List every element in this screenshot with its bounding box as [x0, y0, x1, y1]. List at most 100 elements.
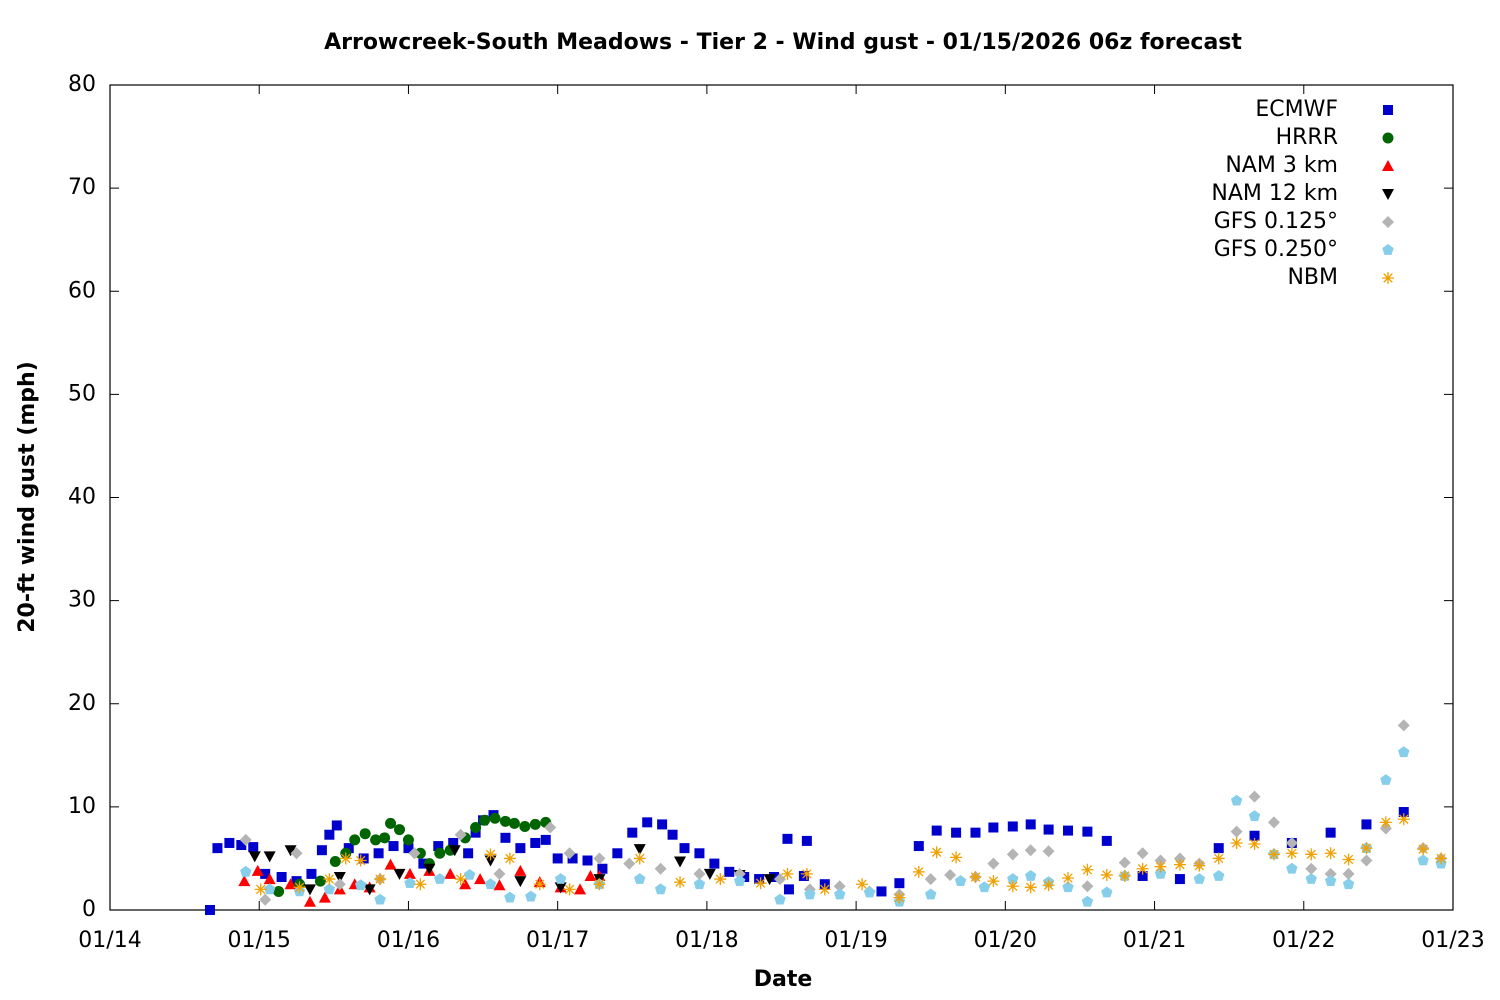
marker — [343, 843, 354, 854]
marker — [987, 857, 1000, 870]
marker — [1398, 807, 1409, 818]
marker — [525, 890, 537, 902]
marker — [1154, 860, 1167, 873]
marker — [1248, 810, 1261, 822]
marker — [331, 820, 342, 831]
marker — [404, 877, 416, 889]
marker — [1305, 873, 1317, 884]
marker — [709, 858, 720, 869]
x-tick-label: 01/22 — [1272, 928, 1335, 953]
marker — [657, 819, 668, 830]
marker — [358, 853, 369, 864]
marker — [1062, 872, 1075, 885]
marker — [674, 856, 687, 868]
marker — [1118, 856, 1131, 869]
marker — [238, 875, 251, 887]
marker — [316, 845, 327, 856]
marker — [574, 883, 587, 895]
marker — [1007, 821, 1018, 832]
y-tick-label: 50 — [68, 381, 96, 406]
marker — [863, 886, 876, 898]
marker — [988, 822, 999, 833]
marker — [693, 878, 706, 890]
marker — [1193, 859, 1206, 872]
marker — [484, 855, 497, 867]
marker — [284, 845, 297, 857]
marker — [1397, 719, 1410, 732]
marker — [276, 872, 287, 882]
legend-label: NBM — [1287, 265, 1338, 290]
marker — [1212, 852, 1225, 865]
x-tick-label: 01/20 — [974, 928, 1037, 953]
marker — [693, 867, 706, 880]
marker — [987, 875, 1000, 888]
marker — [433, 841, 444, 852]
marker — [954, 875, 967, 886]
chart-title: Arrowcreek-South Meadows - Tier 2 - Wind… — [324, 30, 1242, 55]
marker — [667, 829, 678, 840]
marker — [1081, 880, 1094, 893]
y-tick-label: 80 — [68, 72, 96, 97]
marker — [1118, 869, 1131, 882]
marker — [1305, 848, 1318, 861]
marker — [374, 893, 386, 905]
marker — [1397, 813, 1410, 826]
marker — [403, 843, 414, 854]
marker — [284, 878, 297, 890]
marker — [373, 848, 384, 859]
marker — [1063, 825, 1074, 836]
legend-marker — [1382, 272, 1394, 284]
marker — [781, 867, 794, 880]
marker — [694, 848, 705, 859]
marker — [463, 868, 476, 880]
marker — [454, 828, 467, 841]
marker — [530, 837, 541, 848]
x-tick-label: 01/14 — [78, 928, 141, 953]
marker — [434, 847, 446, 859]
marker — [1360, 854, 1373, 867]
marker — [1285, 847, 1298, 860]
marker — [314, 875, 326, 887]
marker — [782, 833, 793, 844]
x-tick-label: 01/17 — [526, 928, 589, 953]
marker — [1062, 881, 1074, 893]
marker — [260, 868, 271, 879]
legend-marker — [1382, 189, 1394, 200]
marker — [969, 871, 982, 883]
marker — [925, 888, 937, 900]
marker — [769, 872, 780, 882]
marker — [1174, 874, 1185, 885]
marker — [627, 827, 638, 838]
marker — [263, 851, 276, 863]
y-tick-label: 30 — [68, 588, 96, 613]
marker — [563, 883, 576, 896]
marker — [754, 874, 765, 885]
marker — [833, 880, 846, 893]
marker — [1213, 843, 1224, 854]
marker — [354, 854, 367, 867]
marker — [259, 893, 272, 906]
marker — [402, 834, 414, 846]
marker — [1213, 869, 1225, 881]
marker — [1305, 862, 1318, 875]
marker — [544, 821, 557, 834]
marker — [1136, 862, 1149, 875]
marker — [1230, 794, 1243, 806]
marker — [1154, 867, 1167, 879]
marker — [1101, 886, 1113, 898]
marker — [1173, 858, 1186, 871]
marker — [804, 888, 816, 900]
marker — [623, 857, 636, 870]
marker — [254, 883, 267, 896]
marker — [474, 873, 487, 885]
marker — [514, 864, 527, 876]
marker — [1325, 827, 1336, 838]
marker — [733, 867, 746, 880]
marker — [423, 863, 436, 875]
marker — [1379, 816, 1392, 829]
marker — [1398, 746, 1410, 758]
marker — [554, 882, 567, 894]
marker — [798, 870, 809, 881]
marker — [248, 842, 259, 853]
